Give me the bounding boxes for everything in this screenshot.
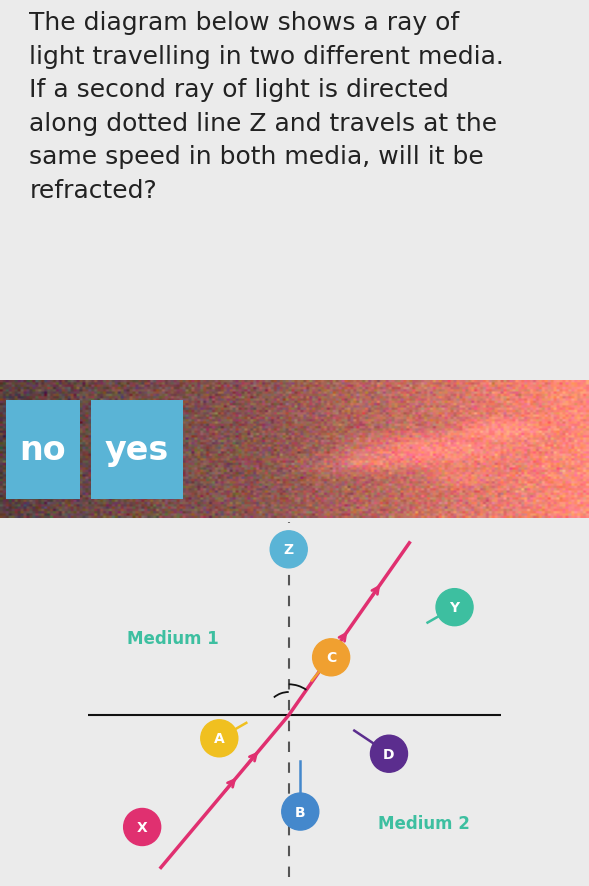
Circle shape — [270, 532, 307, 568]
Text: X: X — [137, 820, 147, 834]
Text: A: A — [214, 732, 224, 745]
Circle shape — [282, 793, 319, 830]
Text: D: D — [383, 747, 395, 761]
Text: B: B — [295, 804, 306, 819]
Text: C: C — [326, 650, 336, 664]
Text: yes: yes — [105, 433, 169, 466]
Text: no: no — [19, 433, 66, 466]
Text: Medium 1: Medium 1 — [127, 629, 219, 648]
Circle shape — [201, 720, 238, 757]
Text: Z: Z — [284, 543, 294, 556]
Text: Medium 2: Medium 2 — [378, 814, 469, 832]
Text: The diagram below shows a ray of
light travelling in two different media.
If a s: The diagram below shows a ray of light t… — [29, 12, 504, 203]
Circle shape — [313, 639, 350, 676]
Circle shape — [436, 589, 473, 626]
Circle shape — [370, 735, 408, 773]
Text: Y: Y — [449, 601, 459, 615]
Circle shape — [124, 809, 161, 845]
Bar — [6, 400, 80, 499]
Bar — [91, 400, 183, 499]
